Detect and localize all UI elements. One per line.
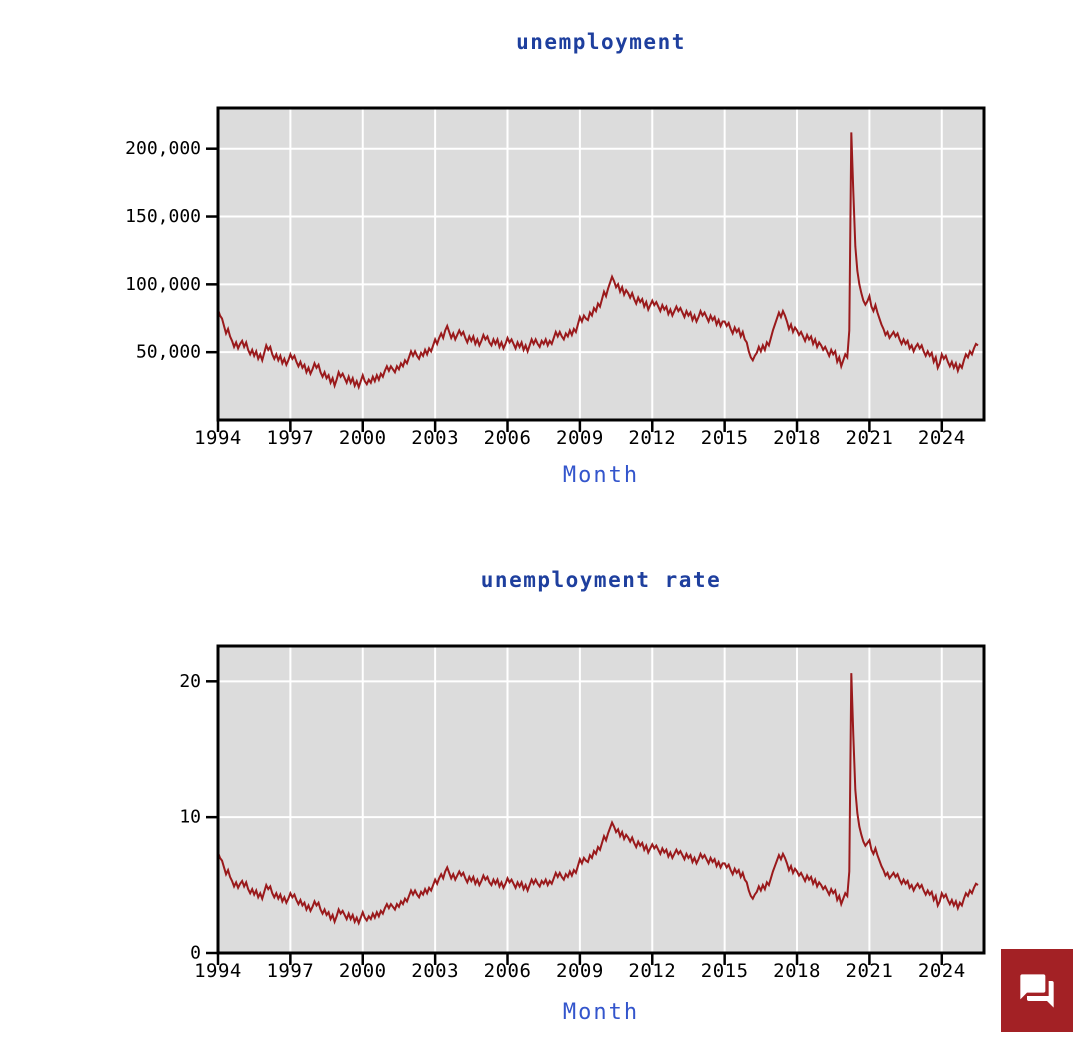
x-tick-label: 2012 [628, 427, 676, 449]
x-tick-label: 2006 [484, 960, 532, 982]
series-line [217, 673, 979, 926]
series-line [217, 132, 979, 391]
y-tick-label: 0 [190, 943, 201, 964]
x-tick-label: 1994 [194, 960, 242, 982]
y-tick-label: 150,000 [125, 206, 201, 227]
x-tick-label: 2003 [411, 427, 459, 449]
x-tick-label: 2000 [339, 427, 387, 449]
x-tick-label: 2021 [846, 427, 894, 449]
x-tick-label: 2006 [484, 427, 532, 449]
y-tick-label: 100,000 [125, 274, 201, 295]
x-tick-label: 2018 [773, 427, 821, 449]
chat-icon [1017, 971, 1057, 1011]
x-tick-label: 2015 [701, 427, 749, 449]
unemployment-rate-chart: 1994 1997 2000 2003 2006 2009 2012 2015 2018 2021… [179, 644, 986, 982]
x-tick-label: 2012 [628, 960, 676, 982]
x-tick-label: 2000 [339, 960, 387, 982]
chart-title-unemployment-rate: unemployment rate [480, 568, 722, 592]
plot-border [216, 106, 986, 422]
y-tick-label: 10 [179, 807, 201, 828]
y-tick-label: 50,000 [136, 342, 201, 363]
x-tick-label: 2024 [918, 427, 966, 449]
x-tick-label: 2018 [773, 960, 821, 982]
y-tick-label: 20 [179, 671, 201, 692]
x-tick-label: 2021 [846, 960, 894, 982]
x-tick-label: 1997 [266, 427, 314, 449]
plot-border [216, 644, 986, 955]
x-tick-label: 2024 [918, 960, 966, 982]
x-tick-label: 2009 [556, 427, 604, 449]
x-tick-label: 2009 [556, 960, 604, 982]
x-tick-label: 1997 [266, 960, 314, 982]
chat-button[interactable] [1001, 949, 1073, 1032]
x-tick-label: 1994 [194, 427, 242, 449]
x-axis-title-month-2: Month [562, 1000, 640, 1025]
x-tick-label: 2015 [701, 960, 749, 982]
chart-title-unemployment: unemployment [516, 30, 686, 54]
unemployment-chart: 1994 1997 2000 2003 2006 2009 2012 2015 2018 2021… [125, 106, 986, 449]
x-axis-title-month: Month [562, 463, 640, 488]
y-tick-label: 200,000 [125, 138, 201, 159]
x-tick-label: 2003 [411, 960, 459, 982]
